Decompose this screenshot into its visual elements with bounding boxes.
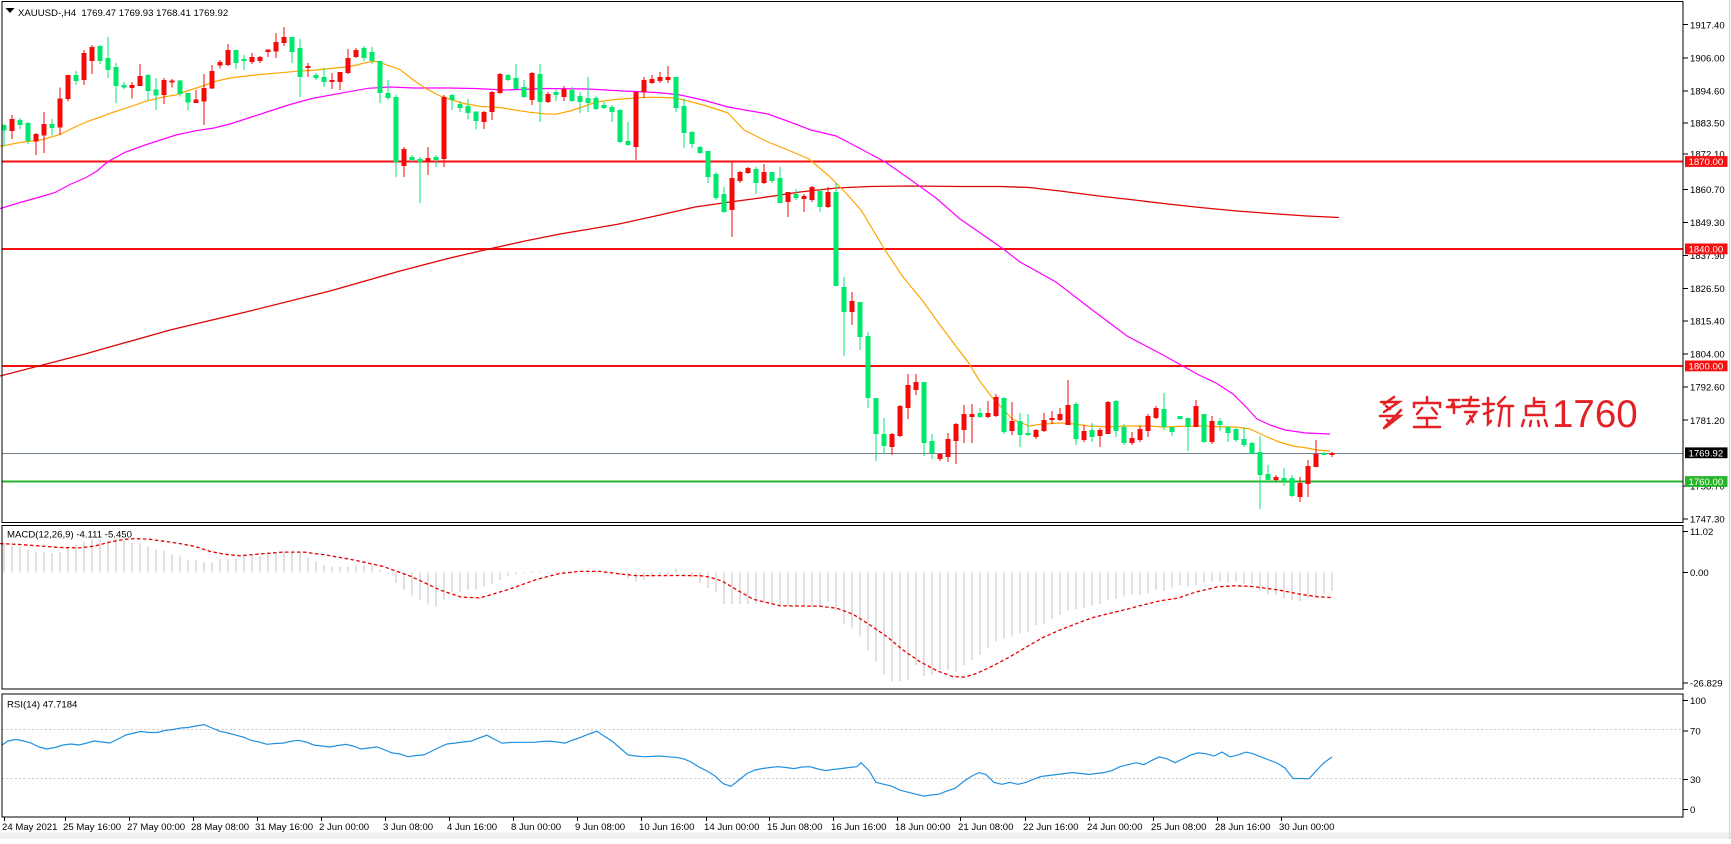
svg-text:14 Jun 00:00: 14 Jun 00:00 [704, 822, 759, 833]
svg-text:0.00: 0.00 [1690, 568, 1709, 579]
svg-text:28 Jun 16:00: 28 Jun 16:00 [1215, 822, 1270, 833]
svg-text:1872.10: 1872.10 [1690, 150, 1725, 161]
svg-text:4 Jun 16:00: 4 Jun 16:00 [447, 822, 497, 833]
svg-text:1840.00: 1840.00 [1689, 245, 1724, 256]
svg-text:1917.40: 1917.40 [1690, 20, 1725, 31]
svg-text:XAUUSD-,H4 1769.47 1769.93 17: XAUUSD-,H4 1769.47 1769.93 1768.41 1769.… [18, 8, 228, 19]
svg-text:MACD(12,26,9) -4.111 -5.450: MACD(12,26,9) -4.111 -5.450 [7, 530, 132, 541]
svg-text:15 Jun 08:00: 15 Jun 08:00 [767, 822, 822, 833]
svg-text:30 Jun 00:00: 30 Jun 00:00 [1279, 822, 1334, 833]
svg-text:3 Jun 08:00: 3 Jun 08:00 [383, 822, 433, 833]
svg-text:1826.50: 1826.50 [1690, 284, 1725, 295]
svg-text:1894.60: 1894.60 [1690, 87, 1725, 98]
svg-text:25 May 16:00: 25 May 16:00 [63, 822, 121, 833]
svg-text:30: 30 [1690, 775, 1701, 786]
svg-text:8 Jun 00:00: 8 Jun 00:00 [511, 822, 561, 833]
svg-text:16 Jun 16:00: 16 Jun 16:00 [831, 822, 886, 833]
svg-text:1760: 1760 [1552, 393, 1638, 436]
svg-text:1781.20: 1781.20 [1690, 416, 1725, 427]
svg-text:RSI(14) 47.7184: RSI(14) 47.7184 [7, 700, 78, 711]
svg-text:1906.00: 1906.00 [1690, 53, 1725, 64]
svg-text:10 Jun 16:00: 10 Jun 16:00 [639, 822, 694, 833]
svg-text:21 Jun 08:00: 21 Jun 08:00 [958, 822, 1013, 833]
svg-text:1769.92: 1769.92 [1689, 448, 1724, 459]
svg-text:0: 0 [1690, 805, 1695, 816]
svg-text:22 Jun 16:00: 22 Jun 16:00 [1023, 822, 1078, 833]
svg-text:9 Jun 08:00: 9 Jun 08:00 [575, 822, 625, 833]
svg-text:2 Jun 00:00: 2 Jun 00:00 [319, 822, 369, 833]
svg-text:1792.60: 1792.60 [1690, 383, 1725, 394]
svg-text:70: 70 [1690, 727, 1701, 738]
svg-text:18 Jun 00:00: 18 Jun 00:00 [895, 822, 950, 833]
svg-text:27 May 00:00: 27 May 00:00 [127, 822, 185, 833]
svg-text:1800.00: 1800.00 [1689, 362, 1724, 373]
svg-text:1758.70: 1758.70 [1690, 482, 1725, 493]
svg-text:24 Jun 00:00: 24 Jun 00:00 [1087, 822, 1142, 833]
svg-text:-26.829: -26.829 [1690, 679, 1723, 690]
svg-text:1837.90: 1837.90 [1690, 251, 1725, 262]
svg-text:100: 100 [1690, 696, 1706, 707]
svg-text:24 May 2021: 24 May 2021 [2, 822, 57, 833]
svg-text:1815.40: 1815.40 [1690, 316, 1725, 327]
svg-text:1860.70: 1860.70 [1690, 185, 1725, 196]
svg-text:1883.50: 1883.50 [1690, 119, 1725, 130]
svg-text:31 May 16:00: 31 May 16:00 [255, 822, 313, 833]
svg-text:1870.00: 1870.00 [1689, 157, 1724, 168]
svg-text:11.02: 11.02 [1690, 527, 1713, 538]
svg-text:1747.30: 1747.30 [1690, 515, 1725, 526]
svg-text:1849.30: 1849.30 [1690, 218, 1725, 229]
svg-text:28 May 08:00: 28 May 08:00 [191, 822, 249, 833]
svg-text:1760.00: 1760.00 [1689, 477, 1724, 488]
svg-text:1804.00: 1804.00 [1690, 350, 1725, 361]
svg-text:25 Jun 08:00: 25 Jun 08:00 [1151, 822, 1206, 833]
